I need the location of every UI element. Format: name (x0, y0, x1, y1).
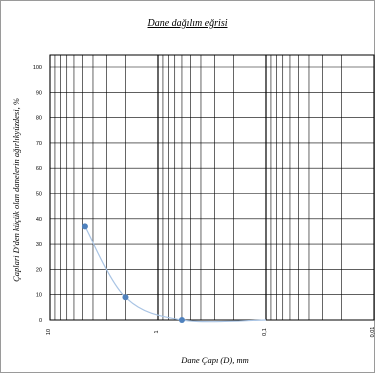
data-point (178, 317, 185, 323)
y-tick-label: 80 (36, 116, 42, 122)
y-tick-label: 50 (36, 192, 42, 198)
x-tick-label: 10 (46, 329, 52, 335)
x-tick-labels: 10 1 0,1 0,01 (46, 327, 375, 338)
series-line (84, 226, 267, 323)
chart-title: Dane dağılım eğrisi (147, 18, 228, 29)
y-tick-label: 60 (36, 166, 42, 172)
plot-grid (49, 54, 375, 321)
y-tick-label: 30 (36, 242, 42, 248)
y-tick-labels: 0 10 20 30 40 50 60 70 80 90 100 (33, 65, 42, 324)
y-tick-label: 90 (36, 90, 42, 96)
y-tick-label: 100 (33, 65, 42, 71)
y-tick-label: 20 (36, 267, 42, 273)
data-point (122, 294, 129, 301)
x-tick-label: 0,1 (262, 328, 268, 336)
data-point (81, 223, 88, 230)
y-tick-label: 40 (36, 217, 42, 223)
data-series (81, 223, 267, 323)
y-tick-label: 0 (39, 318, 42, 324)
y-tick-label: 10 (36, 293, 42, 299)
y-tick-label: 70 (36, 141, 42, 147)
plot-border (49, 54, 375, 321)
x-tick-label: 1 (154, 330, 160, 333)
x-tick-label: 0,01 (370, 327, 375, 338)
x-axis-label: Dane Çapı (D), mm (181, 355, 249, 365)
